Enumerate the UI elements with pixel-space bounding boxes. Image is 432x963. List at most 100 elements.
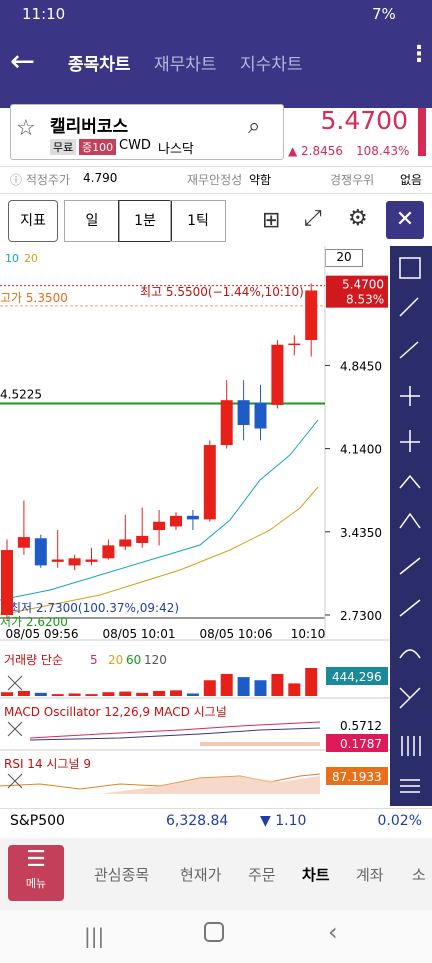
y-tick-label: 4.1400: [340, 443, 382, 457]
volume-bar: [153, 690, 166, 696]
search-icon[interactable]: ⌕: [248, 114, 261, 139]
candle-body: [68, 558, 81, 566]
nav-item[interactable]: 계좌: [356, 866, 384, 884]
info-row: [0, 166, 432, 194]
sub-panes: [0, 639, 390, 794]
volume-bar: [237, 677, 250, 696]
macd-osc-label: 0.1787: [340, 737, 382, 751]
status-time: 11:10: [22, 5, 66, 23]
macd-box: [326, 734, 388, 752]
favorite-star[interactable]: ☆: [16, 116, 36, 141]
tool-icon[interactable]: [399, 557, 421, 575]
last-price-label: 5.4700: [342, 278, 384, 292]
macd-line: [29, 721, 321, 739]
index-change-value: 1.10: [275, 813, 307, 829]
change-value: 2.8456: [301, 144, 344, 158]
side-tools: [399, 257, 421, 793]
chart: 10 20 4.8450 4.1400 3.4350 2.7300 고가 5.3500 4…: [0, 246, 421, 794]
home-button[interactable]: [204, 922, 224, 942]
macd-label: 0.5712: [340, 719, 382, 733]
tool-icon[interactable]: [401, 736, 421, 756]
volume-bar: [136, 692, 149, 696]
badge: 증100: [79, 139, 117, 155]
bottom-nav: [0, 838, 432, 910]
layout-icon[interactable]: ⊞: [262, 208, 281, 233]
tool-icon[interactable]: [400, 386, 420, 406]
ma20-line: [0, 486, 319, 616]
tab[interactable]: 종목차트: [68, 55, 131, 75]
min-label: 최저 2.7300(100.37%,09:42): [10, 601, 179, 615]
tool-icon[interactable]: [400, 779, 420, 793]
ma-legend: 20: [24, 252, 38, 265]
nav-item[interactable]: 현재가: [180, 866, 222, 884]
candle-body: [153, 521, 166, 531]
volume-period: 60: [126, 653, 141, 667]
tool-icon[interactable]: [399, 341, 419, 359]
info-value: 약함: [249, 173, 272, 187]
settings-icon[interactable]: ⚙: [348, 206, 368, 231]
index-name: S&P500: [10, 813, 65, 829]
candle-body: [85, 559, 98, 562]
tool-icon[interactable]: [400, 430, 420, 452]
minute-button[interactable]: 1분: [118, 200, 172, 242]
tool-icon[interactable]: [399, 257, 421, 279]
y-tick-label: 4.8450: [340, 359, 382, 373]
tool-icon[interactable]: [399, 297, 419, 317]
nav-item[interactable]: 소: [412, 866, 426, 884]
nav-item[interactable]: 주문: [248, 866, 276, 884]
volume-period: 5: [90, 653, 98, 667]
info-label: 재무안정성: [187, 173, 243, 187]
volume-bar: [288, 683, 301, 696]
period-button[interactable]: 일: [64, 200, 120, 242]
x-tick-label: 10:10: [291, 627, 326, 641]
tool-icon[interactable]: [399, 512, 421, 529]
x-tick-label: 08/05 10:01: [103, 627, 176, 641]
back-nav[interactable]: ‹: [328, 918, 338, 946]
more-button[interactable]: ⋮: [408, 42, 430, 67]
candle-body: [220, 400, 233, 446]
index-row: [0, 808, 432, 839]
expand-icon[interactable]: ⤢: [304, 206, 322, 231]
tool-icon[interactable]: [399, 687, 421, 709]
market: 나스닥: [158, 142, 194, 157]
last-price-box: [326, 275, 388, 308]
back-button[interactable]: ←: [10, 44, 36, 79]
recent-apps[interactable]: |||: [84, 924, 105, 948]
x-tick-label: 08/05 09:56: [6, 627, 79, 641]
macd-title: MACD Oscillator 12,26,9 MACD 시그널: [4, 705, 227, 719]
index-value: 6,328.84: [166, 813, 229, 829]
rsi-title: RSI 14 시그널 9: [4, 757, 91, 771]
nav-item[interactable]: 관심종목: [94, 866, 150, 884]
candle-body: [102, 545, 115, 559]
candle-body: [119, 539, 132, 547]
ma10-line: [0, 419, 319, 601]
volume-period: 20: [108, 653, 123, 667]
max-label: 최고 5.5500(−1.44%,10:10): [140, 285, 304, 299]
indicator-button[interactable]: 지표: [8, 200, 58, 242]
candle-body: [170, 515, 182, 527]
candle-body: [288, 343, 301, 346]
info-value: 4.790: [83, 171, 118, 185]
candle-body: [1, 550, 13, 615]
tab[interactable]: 지수차트: [240, 55, 303, 75]
tool-icon[interactable]: [399, 599, 421, 617]
tool-icon[interactable]: [399, 649, 421, 659]
drawing-toolbar: [390, 246, 432, 806]
volume-bar: [34, 692, 47, 696]
volume-bar: [271, 673, 284, 696]
tick-button[interactable]: 1틱: [170, 200, 226, 242]
system-nav: [0, 910, 432, 963]
status-battery: 7%: [372, 5, 396, 23]
close-icons[interactable]: [7, 675, 23, 789]
volume-bar: [220, 673, 233, 696]
macd-oscillator: [200, 742, 320, 746]
tool-icon[interactable]: [399, 474, 421, 489]
volume-period: 120: [144, 653, 167, 667]
y-tick-label: 3.4350: [340, 526, 382, 540]
nav-item[interactable]: 차트: [302, 866, 330, 884]
tab[interactable]: 재무차트: [154, 55, 217, 75]
tools-icon[interactable]: ✕: [386, 201, 424, 239]
macd-signal-line: [29, 727, 321, 741]
index-percent: 0.02%: [377, 813, 422, 829]
menu-button[interactable]: ☰ 메뉴: [8, 845, 64, 901]
